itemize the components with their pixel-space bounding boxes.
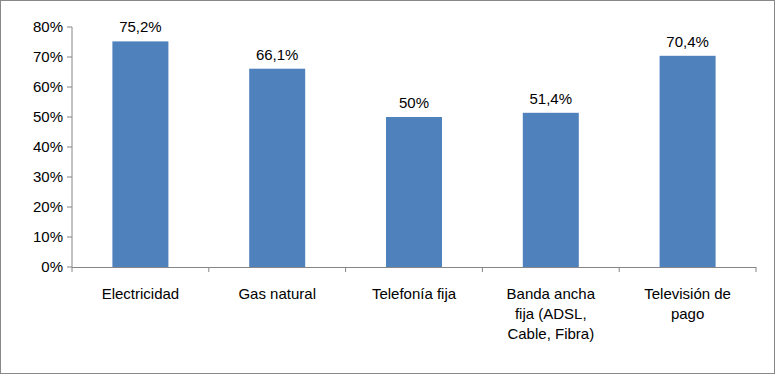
y-tick-label: 60% [33,78,63,95]
x-tick-label: Banda ancha fija (ADSL, Cable, Fibra) [507,285,596,342]
y-tick-label: 10% [33,228,63,245]
y-tick [67,57,72,58]
chart: 0% 10% 20% 30% 40% 50% 60% 70% 80% 75,2% 66,1% 50% 5… [0,0,780,374]
y-tick-label: 30% [33,168,63,185]
y-tick-label: 80% [33,18,63,35]
bar [386,117,442,267]
x-tick-label-line: Electricidad [102,285,180,302]
x-tick [345,267,346,272]
x-tick-label-line: Telefonía fija [372,285,457,302]
y-tick [67,87,72,88]
x-tick-label: Televisión de pago [644,285,731,322]
x-tick [208,267,209,272]
x-tick [72,267,73,272]
y-tick [67,117,72,118]
y-tick [67,27,72,28]
y-tick-label: 40% [33,138,63,155]
chart-frame [1,1,775,374]
data-label: 50% [399,94,429,111]
x-axis [72,267,756,268]
y-tick-label: 20% [33,198,63,215]
y-tick [67,237,72,238]
bar [249,69,305,267]
y-tick [67,207,72,208]
data-label: 51,4% [530,90,573,107]
y-tick [67,267,72,268]
y-tick-label: 50% [33,108,63,125]
bar [660,56,716,267]
y-tick [67,147,72,148]
bar [523,113,579,267]
x-tick [619,267,620,272]
x-tick-label-line: Cable, Fibra) [507,325,594,342]
x-tick-label: Telefonía fija [372,285,457,302]
x-tick-label-line: pago [671,305,704,322]
data-label: 70,4% [666,33,709,50]
y-tick-label: 70% [33,48,63,65]
x-tick [482,267,483,272]
x-tick-label-line: fija (ADSL, [515,305,587,322]
bars [112,41,715,267]
x-tick-label-line: Gas natural [238,285,316,302]
x-tick [756,267,757,272]
x-tick-label-line: Banda ancha [507,285,596,302]
y-tick-label: 0% [41,258,63,275]
x-tick-label-line: Televisión de [644,285,731,302]
y-tick [67,177,72,178]
data-label: 66,1% [256,46,299,63]
x-tick-label: Gas natural [238,285,316,302]
data-label: 75,2% [119,18,162,35]
x-tick-label: Electricidad [102,285,180,302]
bar [112,41,168,267]
